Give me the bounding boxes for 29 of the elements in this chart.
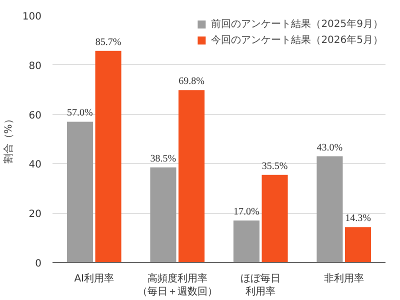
- y-axis-title: 割合（%）: [2, 114, 14, 164]
- x-tick-label: ほぼ毎日利用率: [240, 272, 281, 298]
- legend-label: 今回のアンケート結果（2026年5月）: [211, 34, 383, 47]
- y-tick-label: 100: [22, 12, 42, 22]
- data-label: 14.3%: [345, 213, 371, 224]
- bar: [233, 220, 260, 262]
- legend-label: 前回のアンケート結果（2025年9月）: [211, 18, 383, 31]
- data-label: 17.0%: [234, 206, 260, 218]
- data-label: 35.5%: [262, 160, 288, 172]
- data-label: 57.0%: [67, 108, 93, 119]
- bar: [178, 90, 205, 262]
- bar: [316, 156, 343, 262]
- y-tick-label: 0: [35, 258, 42, 270]
- y-tick-label: 60: [28, 110, 42, 122]
- data-label: 85.7%: [95, 36, 122, 48]
- bar: [345, 227, 372, 262]
- data-label: 38.5%: [150, 153, 176, 164]
- y-tick-label: 40: [28, 160, 42, 171]
- y-tick-label: 80: [28, 60, 42, 72]
- bar: [66, 122, 93, 262]
- bar: [150, 167, 176, 262]
- x-tick-label: 非利用率: [324, 272, 364, 284]
- data-label: 69.8%: [178, 76, 204, 88]
- x-tick-label: AI利用率: [74, 272, 114, 284]
- x-tick-label: 高頻度利用率（毎日＋週数回）: [137, 272, 218, 298]
- y-tick-label: 20: [28, 209, 42, 220]
- data-label: 43.0%: [316, 142, 343, 154]
- bar: [262, 174, 288, 262]
- bar: [95, 50, 122, 262]
